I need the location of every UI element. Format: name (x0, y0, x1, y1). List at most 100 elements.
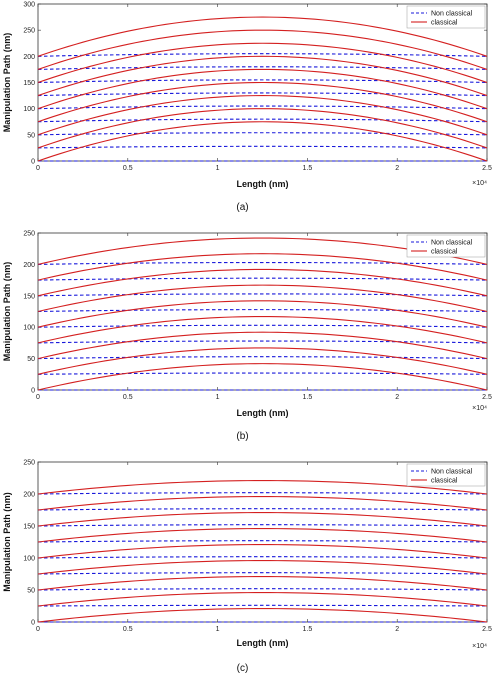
legend-entry: Non classical (431, 11, 473, 18)
x-tick-label: 1 (216, 165, 220, 172)
non-classical-line-8 (37, 53, 488, 57)
classical-line-6 (37, 512, 488, 527)
classical-line-2 (37, 576, 488, 591)
panel-caption: (a) (236, 202, 248, 213)
non-classical-line-5 (37, 309, 488, 313)
y-tick-label: 50 (27, 356, 35, 363)
x-tick-label: 0.5 (123, 165, 133, 172)
classical-line-3 (37, 315, 488, 344)
x-tick-label: 1 (216, 394, 220, 401)
classical-line-0 (37, 363, 488, 391)
non-classical-line-1 (37, 145, 488, 149)
classical-line-4 (37, 544, 488, 559)
plot-area (37, 461, 488, 623)
classical-line-7 (37, 253, 488, 281)
classical-line-5 (37, 55, 488, 97)
x-axis-label: Length (nm) (237, 638, 289, 648)
non-classical-line-6 (37, 293, 488, 297)
non-classical-line-4 (37, 105, 488, 110)
classical-line-6 (37, 42, 488, 84)
classical-line-4 (37, 300, 488, 328)
x-tick-label: 2.5 (482, 626, 492, 633)
classical-line-5 (37, 284, 488, 313)
x-tick-label: 0 (36, 626, 40, 633)
y-tick-label: 200 (23, 54, 35, 61)
classical-line-5 (37, 528, 488, 543)
classical-line-1 (37, 347, 488, 375)
x-tick-label: 0 (36, 394, 40, 401)
y-tick-label: 100 (23, 106, 35, 113)
y-tick-label: 0 (31, 620, 35, 627)
non-classical-line-3 (37, 572, 488, 575)
non-classical-line-6 (37, 524, 488, 527)
y-axis-label: Manipulation Path (nm) (2, 262, 12, 362)
non-classical-line-8 (37, 492, 488, 495)
x-tick-label: 0 (36, 165, 40, 172)
panel-caption: (b) (236, 431, 248, 442)
classical-line-1 (37, 592, 488, 607)
classical-line-0 (37, 608, 488, 623)
y-tick-label: 250 (23, 460, 35, 467)
x-tick-label: 0.5 (123, 394, 133, 401)
y-tick-label: 200 (23, 262, 35, 269)
classical-line-2 (37, 331, 488, 360)
classical-line-7 (37, 29, 488, 70)
x-exponent-label: ×10⁴ (472, 405, 487, 412)
non-classical-line-5 (37, 92, 488, 97)
chart-panel-3: 0 50 100 150 200 250 0 0.5 1 1.5 2 2.5 Non classical… (2, 460, 492, 675)
classical-line-7 (37, 496, 488, 511)
legend-entry: classical (431, 249, 458, 256)
x-tick-label: 2 (395, 626, 399, 633)
x-axis-label: Length (nm) (237, 179, 289, 189)
non-classical-line-2 (37, 132, 488, 136)
y-tick-label: 0 (31, 388, 35, 395)
y-tick-label: 150 (23, 293, 35, 300)
non-classical-line-2 (37, 588, 488, 591)
non-classical-line-7 (37, 508, 488, 511)
x-tick-label: 1.5 (303, 165, 313, 172)
classical-line-8 (37, 16, 488, 57)
non-classical-line-4 (37, 324, 488, 328)
classical-line-1 (37, 108, 488, 149)
y-tick-label: 50 (27, 132, 35, 139)
y-tick-label: 0 (31, 159, 35, 166)
legend-entry: classical (431, 20, 458, 27)
chart-panel-1: 0 50 100 150 200 250 300 0 0.5 1 1.5 2 2.5 Non classi… (2, 2, 492, 214)
y-tick-label: 300 (23, 2, 35, 9)
non-classical-line-8 (37, 261, 488, 265)
non-classical-line-1 (37, 372, 488, 375)
classical-line-2 (37, 95, 488, 136)
x-exponent-label: ×10⁴ (472, 643, 487, 650)
y-tick-label: 250 (23, 231, 35, 238)
non-classical-line-1 (37, 604, 488, 607)
classical-line-3 (37, 81, 488, 123)
classical-line-4 (37, 68, 488, 110)
y-tick-label: 100 (23, 325, 35, 332)
non-classical-line-2 (37, 356, 488, 360)
classical-line-3 (37, 560, 488, 575)
y-tick-label: 150 (23, 524, 35, 531)
non-classical-line-7 (37, 66, 488, 70)
x-tick-label: 0.5 (123, 626, 133, 633)
legend-entry: classical (431, 478, 458, 485)
x-tick-label: 2 (395, 394, 399, 401)
non-classical-line-6 (37, 79, 488, 84)
y-axis-label: Manipulation Path (nm) (2, 492, 12, 592)
non-classical-line-3 (37, 118, 488, 123)
classical-line-0 (37, 121, 488, 162)
x-tick-label: 1 (216, 626, 220, 633)
classical-line-6 (37, 268, 488, 297)
panel-caption: (c) (237, 663, 249, 674)
y-tick-label: 200 (23, 492, 35, 499)
legend-entry: Non classical (431, 469, 473, 476)
non-classical-line-5 (37, 540, 488, 543)
x-tick-label: 2.5 (482, 394, 492, 401)
x-exponent-label: ×10⁴ (472, 180, 487, 187)
x-axis-label: Length (nm) (237, 408, 289, 418)
classical-line-8 (37, 480, 488, 495)
x-tick-label: 1.5 (303, 626, 313, 633)
chart-panel-2: 0 50 100 150 200 250 0 0.5 1 1.5 2 2.5 Non classical… (2, 231, 492, 443)
legend-entry: Non classical (431, 240, 473, 247)
non-classical-line-4 (37, 556, 488, 559)
